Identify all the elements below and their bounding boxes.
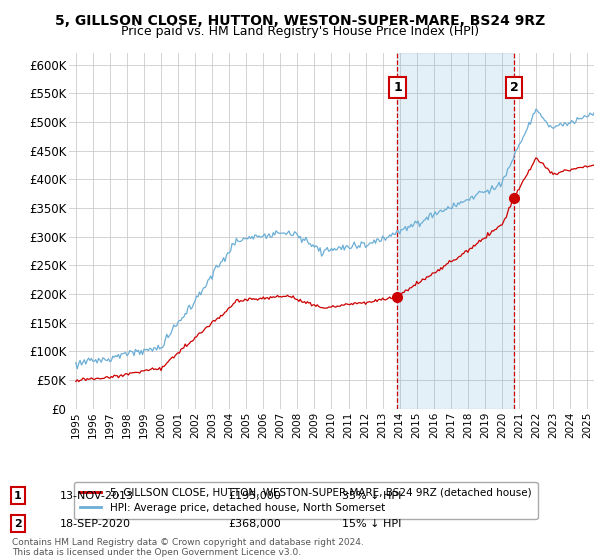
Text: 35% ↓ HPI: 35% ↓ HPI [342,491,401,501]
Text: 13-NOV-2013: 13-NOV-2013 [60,491,134,501]
Text: £368,000: £368,000 [228,519,281,529]
Text: 18-SEP-2020: 18-SEP-2020 [60,519,131,529]
Legend: 5, GILLSON CLOSE, HUTTON, WESTON-SUPER-MARE, BS24 9RZ (detached house), HPI: Ave: 5, GILLSON CLOSE, HUTTON, WESTON-SUPER-M… [74,482,538,519]
Text: 1: 1 [14,491,22,501]
Text: Contains HM Land Registry data © Crown copyright and database right 2024.
This d: Contains HM Land Registry data © Crown c… [12,538,364,557]
Text: 1: 1 [393,81,402,94]
Text: Price paid vs. HM Land Registry's House Price Index (HPI): Price paid vs. HM Land Registry's House … [121,25,479,38]
Text: 2: 2 [14,519,22,529]
Bar [397,53,514,409]
Text: £195,000: £195,000 [228,491,281,501]
Text: 15% ↓ HPI: 15% ↓ HPI [342,519,401,529]
Text: 5, GILLSON CLOSE, HUTTON, WESTON-SUPER-MARE, BS24 9RZ: 5, GILLSON CLOSE, HUTTON, WESTON-SUPER-M… [55,14,545,28]
Text: 2: 2 [509,81,518,94]
